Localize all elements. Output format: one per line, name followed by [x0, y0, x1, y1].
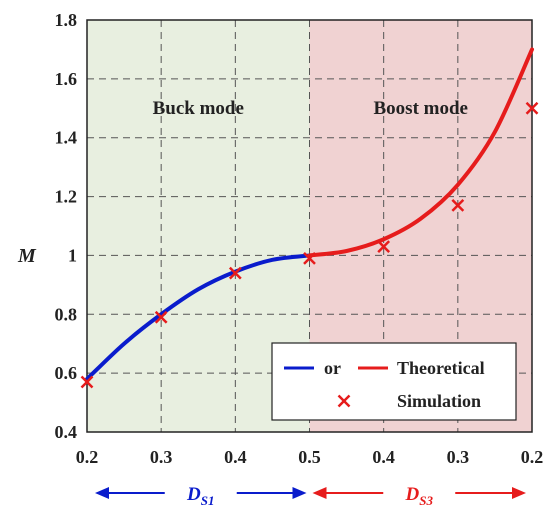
marker-stroke [80, 375, 94, 389]
x-tick-labels: 0.2 0.3 0.4 0.5 0.4 0.3 0.2 [76, 447, 544, 467]
legend: or Theoretical Simulation [271, 342, 517, 421]
legend-text-simulation: Simulation [397, 391, 481, 411]
legend-text-theoretical: Theoretical [397, 358, 485, 378]
legend-text-or: or [324, 358, 341, 378]
x-tick-label: 0.5 [298, 447, 321, 467]
marker-stroke [228, 266, 242, 280]
ds3-label: DS3 [405, 484, 434, 508]
y-tick-labels: 0.4 0.6 0.8 1 1.2 1.4 1.6 1.8 [55, 10, 78, 442]
y-tick-label: 0.4 [55, 422, 78, 442]
simulation-marker [525, 101, 539, 115]
simulation-marker [451, 199, 465, 212]
ds1-label: DS1 [186, 484, 214, 508]
ds1-arrowhead-right [292, 487, 307, 499]
marker-stroke [154, 310, 168, 324]
simulation-marker [228, 266, 242, 280]
simulation-marker [80, 375, 94, 389]
x-tick-label: 0.2 [76, 447, 99, 467]
y-tick-label: 0.6 [55, 363, 78, 383]
y-tick-label: 1.2 [55, 187, 78, 207]
x-tick-label: 0.4 [224, 447, 247, 467]
plot-border [86, 19, 533, 433]
simulation-markers [80, 101, 539, 389]
y-axis-label: M [17, 245, 37, 267]
legend-marker-x [337, 394, 351, 408]
legend-box [271, 342, 517, 421]
y-tick-label: 1.8 [55, 10, 78, 30]
buck-theoretical-line [85, 253, 312, 382]
marker-stroke [525, 101, 539, 115]
ds3-arrowhead-right [512, 487, 526, 499]
plot-frame [86, 19, 533, 433]
ds3-subscript: S3 [419, 493, 433, 508]
boost-mode-label: Boost mode [374, 98, 468, 119]
x-tick-label: 0.2 [521, 447, 544, 467]
marker-stroke [303, 251, 316, 265]
mode-regions [87, 20, 532, 432]
y-tick-label: 1.6 [55, 69, 78, 89]
marker-stroke [451, 199, 465, 212]
y-tick-label: 0.8 [55, 304, 78, 324]
series-lines [85, 47, 534, 382]
marker-stroke [377, 240, 391, 253]
simulation-marker [377, 240, 391, 253]
buck-mode-label: Buck mode [153, 98, 244, 119]
x-tick-label: 0.3 [447, 447, 470, 467]
y-tick-label: 1 [68, 245, 77, 265]
x-tick-label: 0.3 [150, 447, 173, 467]
y-tick-label: 1.4 [55, 128, 78, 148]
simulation-marker [154, 310, 168, 324]
ds1-arrowhead-left [95, 487, 109, 499]
region-labels: Buck mode Boost mode [153, 98, 468, 119]
x-tick-label: 0.4 [372, 447, 395, 467]
boost-theoretical-line [307, 47, 534, 258]
simulation-marker [303, 251, 316, 265]
ds3-arrowhead-left [312, 487, 327, 499]
ds1-subscript: S1 [201, 493, 215, 508]
duty-cycle-arrows: DS1 DS3 [95, 484, 526, 508]
